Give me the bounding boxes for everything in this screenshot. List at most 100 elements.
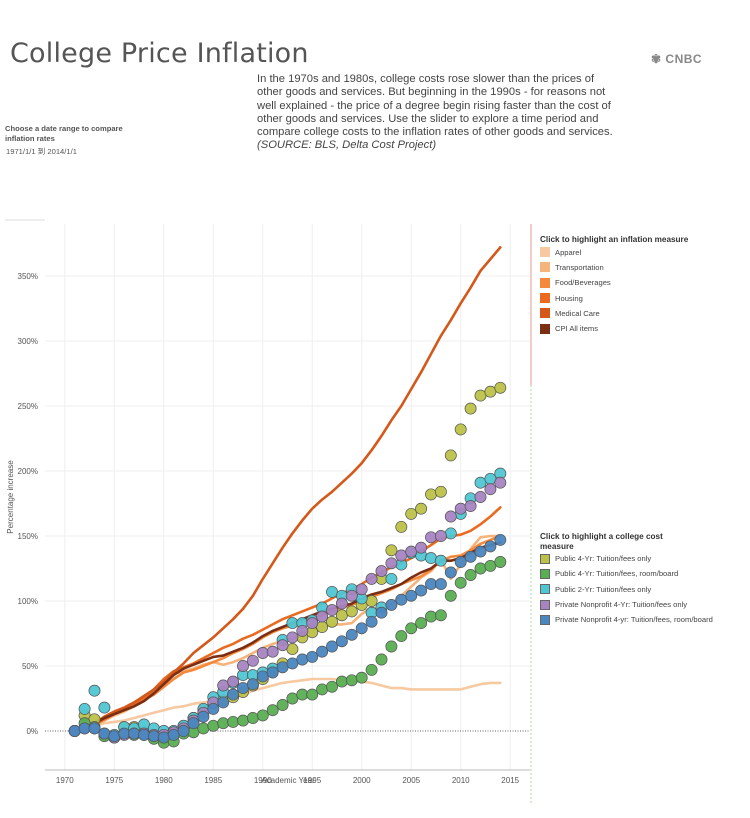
data-point	[434, 485, 447, 498]
data-point	[474, 562, 487, 575]
data-point	[256, 670, 269, 683]
data-point	[405, 589, 418, 602]
data-point	[434, 554, 447, 567]
legend-item-college-0[interactable]: Public 4-Yr: Tuition/fees only	[540, 551, 713, 566]
data-point	[474, 476, 487, 489]
data-point	[246, 712, 259, 724]
data-point	[484, 540, 497, 553]
data-point	[147, 730, 160, 743]
legend-label: Food/Beverages	[555, 278, 611, 288]
data-point	[197, 722, 210, 735]
legend-item-inflation-1[interactable]: Transportation	[540, 260, 690, 275]
legend-item-inflation-0[interactable]: Apparel	[540, 245, 690, 260]
data-point	[326, 640, 338, 653]
data-point	[217, 717, 230, 730]
data-point	[494, 556, 507, 568]
data-point	[385, 598, 398, 611]
data-point	[375, 606, 388, 619]
legend-item-college-4[interactable]: Private Nonprofit 4-yr: Tuition/fees, ro…	[540, 612, 713, 627]
legend-item-inflation-4[interactable]: Medical Care	[540, 306, 690, 321]
data-point	[375, 653, 388, 666]
legend-item-inflation-5[interactable]: CPI All items	[540, 321, 690, 336]
legend-label: Private Nonprofit 4-Yr: Tuition/fees onl…	[555, 600, 688, 610]
data-point	[425, 488, 437, 501]
legend-item-college-3[interactable]: Private Nonprofit 4-Yr: Tuition/fees onl…	[540, 597, 713, 612]
data-point	[395, 549, 408, 562]
data-point	[415, 584, 428, 597]
data-point	[345, 674, 358, 687]
data-point	[177, 725, 190, 737]
y-tick-label: 350%	[18, 272, 38, 281]
data-point	[138, 728, 150, 741]
legend-swatch	[540, 262, 550, 273]
y-tick-label: 150%	[18, 532, 38, 541]
y-axis-title: Percentage increase	[6, 460, 15, 534]
series-line-4	[73, 246, 502, 733]
data-point	[316, 645, 329, 658]
data-point	[385, 640, 398, 653]
data-point	[197, 710, 210, 723]
data-point	[454, 502, 467, 515]
data-point	[434, 609, 447, 622]
data-point	[365, 572, 378, 585]
data-point	[395, 630, 408, 643]
data-point	[464, 550, 477, 563]
x-tick-label: 2005	[402, 776, 420, 785]
legend-label: Private Nonprofit 4-yr: Tuition/fees, ro…	[555, 615, 713, 625]
data-point	[167, 728, 180, 741]
data-point	[425, 552, 437, 565]
description: In the 1970s and 1980s, college costs ro…	[257, 73, 617, 153]
data-point	[335, 635, 348, 648]
data-point	[484, 483, 497, 496]
legend-item-inflation-3[interactable]: Housing	[540, 290, 690, 305]
legend-inflation: Click to highlight an inflation measure …	[540, 235, 690, 336]
data-point	[266, 645, 279, 658]
data-point	[444, 527, 457, 540]
legend-college: Click to highlight a college cost measur…	[540, 532, 713, 627]
data-point	[88, 722, 101, 735]
legend-swatch	[540, 599, 550, 610]
data-point	[296, 653, 309, 666]
legend-label: Public 4-Yr: Tuition/fees only	[555, 554, 652, 564]
legend-item-college-1[interactable]: Public 4-Yr: Tuition/fees, room/board	[540, 566, 713, 581]
data-point	[444, 566, 457, 579]
data-point	[484, 385, 497, 398]
date-range-value[interactable]: 1971/1/1 到 2014/1/1	[6, 147, 77, 156]
y-tick-label: 100%	[18, 597, 38, 606]
brand-name: CNBC	[665, 52, 703, 66]
data-point	[306, 688, 319, 701]
data-point	[286, 617, 299, 630]
data-point	[494, 381, 507, 394]
legend-item-college-2[interactable]: Public 2-Yr: Tuition/fees only	[540, 582, 713, 597]
data-point	[474, 491, 487, 503]
series-line-3	[73, 506, 502, 733]
data-point	[464, 500, 477, 513]
data-point	[494, 533, 507, 546]
data-point	[405, 507, 418, 520]
data-point	[464, 402, 477, 415]
data-point	[494, 476, 507, 489]
data-point	[217, 679, 230, 692]
data-point	[415, 541, 428, 554]
data-point	[217, 696, 230, 709]
y-tick-label: 250%	[18, 402, 38, 411]
description-text: In the 1970s and 1980s, college costs ro…	[257, 73, 613, 139]
series-points-4	[68, 533, 507, 744]
y-tick-label: 0%	[26, 727, 38, 736]
data-point	[405, 545, 418, 558]
data-point	[405, 622, 418, 635]
data-point	[88, 684, 101, 697]
y-tick-label: 50%	[22, 662, 38, 671]
legend-swatch	[540, 308, 550, 319]
data-point	[326, 585, 338, 598]
legend-swatch	[540, 247, 550, 258]
data-point	[98, 727, 111, 740]
legend-item-inflation-2[interactable]: Food/Beverages	[540, 275, 690, 290]
data-point	[98, 701, 111, 714]
data-point	[365, 595, 378, 607]
legend-label: Apparel	[555, 247, 582, 257]
data-point	[256, 647, 269, 659]
data-point	[345, 628, 358, 641]
data-point	[375, 565, 388, 578]
